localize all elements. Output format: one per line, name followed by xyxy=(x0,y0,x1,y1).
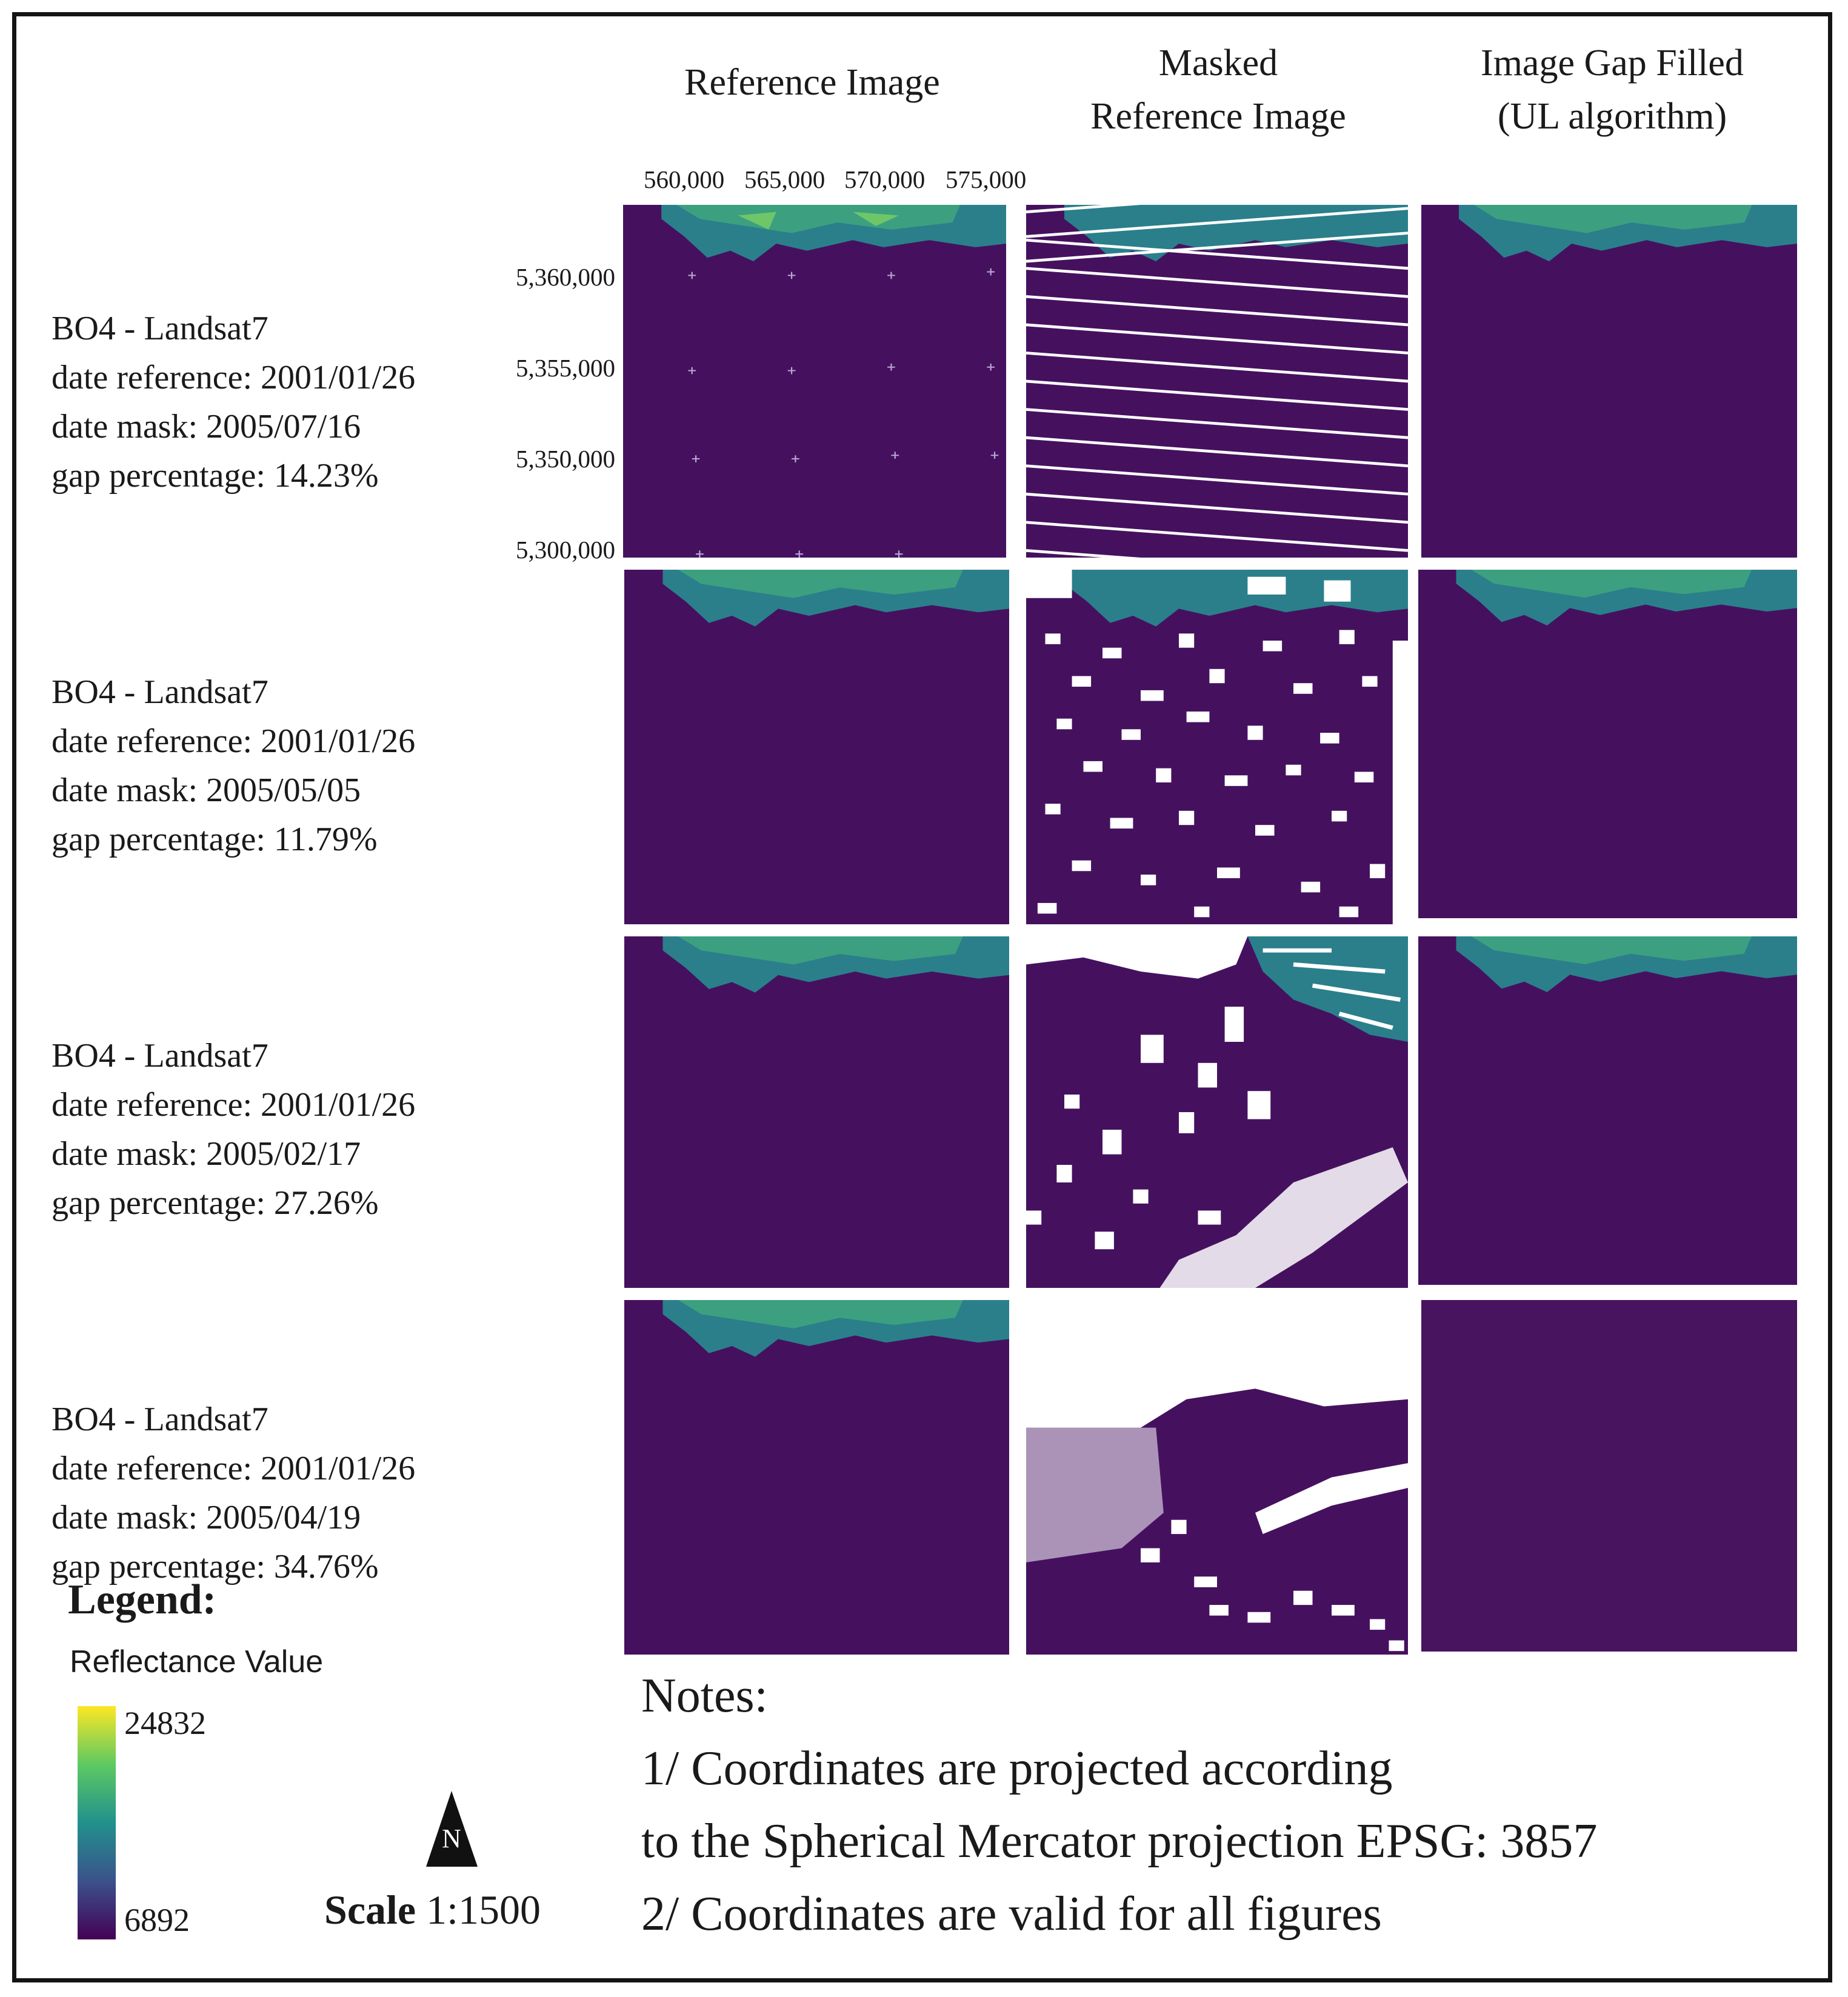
figure-frame xyxy=(12,12,1832,1982)
panel-masked-row2 xyxy=(1026,570,1408,924)
ramp-max-label: 24832 xyxy=(124,1705,206,1741)
x-tick: 575,000 xyxy=(946,165,1027,193)
row-label-2: BO4 - Landsat7 date reference: 2001/01/26… xyxy=(52,673,416,858)
notes-title: Notes: xyxy=(641,1669,768,1722)
panel-reference-row4 xyxy=(624,1300,1009,1655)
y-tick: 5,350,000 xyxy=(516,445,615,473)
ramp-min-label: 6892 xyxy=(124,1902,190,1938)
row-label-3: BO4 - Landsat7 date reference: 2001/01/26… xyxy=(52,1037,416,1222)
panel-reference-row2 xyxy=(624,570,1009,924)
color-ramp xyxy=(78,1706,116,1939)
x-tick: 570,000 xyxy=(844,165,926,193)
north-label: N xyxy=(442,1824,461,1853)
panel-filled-row1 xyxy=(1421,205,1797,558)
column-title-reference: Reference Image xyxy=(684,62,940,103)
row-label-4: BO4 - Landsat7 date reference: 2001/01/26… xyxy=(52,1401,416,1585)
legend-title: Legend: xyxy=(68,1576,216,1623)
y-tick: 5,300,000 xyxy=(516,536,615,564)
scale-text: Scale 1:1500 xyxy=(324,1887,541,1933)
column-title-filled: Image Gap Filled (UL algorithm) xyxy=(1481,42,1744,137)
x-tick: 560,000 xyxy=(644,165,725,193)
north-arrow-icon xyxy=(426,1791,478,1867)
legend-subtitle: Reflectance Value xyxy=(70,1644,324,1679)
panel-filled-row2 xyxy=(1418,570,1797,918)
panel-reference-row3 xyxy=(624,936,1009,1288)
panel-filled-row3 xyxy=(1418,936,1797,1285)
notes-line-3: 2/ Coordinates are valid for all figures xyxy=(641,1887,1382,1941)
notes-line-1: 1/ Coordinates are projected according xyxy=(641,1742,1393,1795)
panel-filled-row4 xyxy=(1421,1300,1797,1652)
notes-line-2: to the Spherical Mercator projection EPS… xyxy=(641,1815,1598,1868)
panel-masked-row1 xyxy=(1026,205,1408,558)
panel-masked-row4 xyxy=(1026,1300,1408,1655)
y-tick: 5,355,000 xyxy=(516,354,615,382)
x-tick: 565,000 xyxy=(744,165,826,193)
y-tick: 5,360,000 xyxy=(516,263,615,291)
row-label-1: BO4 - Landsat7 date reference: 2001/01/26… xyxy=(52,310,416,495)
column-title-masked: Masked Reference Image xyxy=(1090,42,1346,137)
panel-reference-row1 xyxy=(623,205,1006,558)
panel-masked-row3 xyxy=(1026,936,1408,1288)
